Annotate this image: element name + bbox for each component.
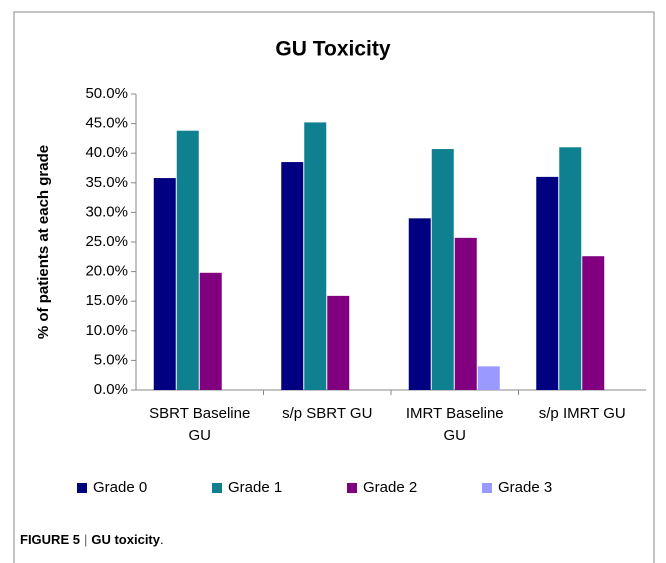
- x-tick-label: s/p IMRT GU: [539, 405, 626, 422]
- bar: [454, 237, 477, 390]
- caption-end: .: [160, 532, 164, 547]
- y-tick-label: 0.0%: [94, 381, 128, 398]
- caption-text: GU toxicity: [91, 532, 160, 547]
- y-tick-label: 15.0%: [85, 292, 128, 309]
- y-tick-label: 35.0%: [85, 174, 128, 191]
- bar: [304, 122, 327, 390]
- legend-swatch: [482, 483, 492, 493]
- y-tick-label: 40.0%: [85, 144, 128, 161]
- x-tick-label-line: SBRT Baseline: [149, 405, 250, 422]
- y-tick-label: 25.0%: [85, 233, 128, 250]
- x-tick-label-line: GU: [189, 427, 212, 444]
- caption-label: FIGURE 5: [20, 532, 80, 547]
- y-tick-label: 50.0%: [85, 85, 128, 102]
- bar: [281, 162, 304, 390]
- legend-swatch: [212, 483, 222, 493]
- bar: [559, 147, 582, 390]
- legend-label: Grade 1: [228, 479, 282, 496]
- bar: [536, 176, 559, 390]
- y-tick-label: 45.0%: [85, 115, 128, 132]
- bar: [582, 256, 605, 390]
- legend-label: Grade 0: [93, 479, 147, 496]
- y-tick-label: 5.0%: [94, 351, 128, 368]
- y-tick-label: 20.0%: [85, 263, 128, 280]
- caption-separator: |: [84, 532, 87, 547]
- chart-title: GU Toxicity: [275, 38, 390, 61]
- x-tick-label: SBRT Baseline GU: [149, 405, 250, 444]
- x-tick-label-line: IMRT Baseline: [406, 405, 504, 422]
- bar: [153, 178, 176, 390]
- bar: [408, 218, 431, 390]
- legend-label: Grade 2: [363, 479, 417, 496]
- x-tick-label: IMRT Baseline GU: [406, 405, 504, 444]
- legend-swatch: [347, 483, 357, 493]
- bar: [327, 295, 350, 390]
- x-tick-label-line: GU: [444, 427, 467, 444]
- bar: [477, 366, 500, 390]
- bar: [199, 272, 222, 390]
- legend-swatch: [77, 483, 87, 493]
- y-tick-label: 30.0%: [85, 203, 128, 220]
- legend-label: Grade 3: [498, 479, 552, 496]
- x-tick-label: s/p SBRT GU: [282, 405, 372, 422]
- bar: [431, 149, 454, 390]
- bar: [176, 130, 199, 391]
- y-axis-label: % of patients at each grade: [35, 145, 52, 339]
- y-tick-label: 10.0%: [85, 322, 128, 339]
- caption: FIGURE 5 | GU toxicity.: [20, 532, 164, 547]
